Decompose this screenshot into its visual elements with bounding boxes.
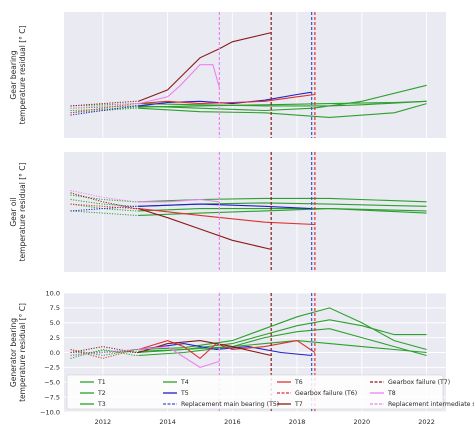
panel-1: Gear bearingtemperature residual [° C] <box>9 12 446 138</box>
y-tick-label: −7.5 <box>44 393 60 401</box>
legend-label: Gearbox failure (T6) <box>295 390 357 397</box>
series-t4-history <box>70 106 139 111</box>
series-t2 <box>138 84 427 112</box>
series-t1-history <box>70 350 139 356</box>
series-t8-history <box>70 103 139 109</box>
series-t5-history <box>70 105 139 116</box>
y-tick-label: 5.0 <box>50 319 60 327</box>
series-t1 <box>138 100 427 107</box>
x-tick-label: 2016 <box>224 418 241 426</box>
legend-label: Replacement main bearing (T5) <box>181 401 279 408</box>
x-tick-label: 2012 <box>95 418 112 426</box>
y-tick-label: −2.5 <box>44 364 60 372</box>
y-tick-label: −10.0 <box>40 408 60 416</box>
legend-label: T4 <box>180 379 189 386</box>
legend-label: T1 <box>97 379 106 386</box>
series-t1-history <box>70 103 139 107</box>
series-t2-history <box>70 199 139 207</box>
y-tick-label: −5.0 <box>44 379 60 387</box>
y-tick-label: 2.5 <box>50 334 60 342</box>
series-t7 <box>138 340 272 357</box>
series-t7-history <box>70 192 139 210</box>
series-t1 <box>138 319 427 354</box>
series-t8 <box>138 346 220 369</box>
y-axis-label: Generator bearingtemperature residual [°… <box>9 303 27 402</box>
series-t6 <box>138 208 315 226</box>
series-t4-history <box>70 350 139 353</box>
y-axis-label: Gear oiltemperature residual [° C] <box>9 163 27 262</box>
series-t6-history <box>70 103 139 114</box>
series-t8-history <box>70 190 139 203</box>
legend-label: T7 <box>294 401 303 408</box>
series-t1 <box>138 197 427 203</box>
panel-2: Gear oiltemperature residual [° C] <box>9 152 446 272</box>
series-t3 <box>138 103 427 118</box>
plot-area <box>64 152 446 272</box>
series-t3-history <box>70 107 139 114</box>
legend-label: T3 <box>97 401 106 408</box>
plot-area <box>64 12 446 138</box>
x-tick-label: 2022 <box>418 418 435 426</box>
series-t3 <box>138 208 427 212</box>
series-t7-history <box>70 100 139 107</box>
legend-label: T6 <box>294 379 303 386</box>
series-t3 <box>138 328 427 357</box>
series-t6-history <box>70 203 139 210</box>
y-tick-label: 10.0 <box>46 289 60 297</box>
y-tick-label: 0.0 <box>50 349 60 357</box>
legend: T1 T2 T3 T4 T5 Replacement main bearing (T5) T… <box>66 374 474 410</box>
series-t5 <box>138 91 312 107</box>
series-t6 <box>138 93 315 105</box>
series-t5 <box>138 203 312 210</box>
x-tick-label: 2020 <box>354 418 371 426</box>
series-t5-history <box>70 205 139 212</box>
series-t2 <box>138 307 427 351</box>
legend-label: Replacement intermediate shaft (T8) <box>388 401 474 408</box>
legend-label: T2 <box>97 390 106 397</box>
series-t2-history <box>70 105 139 109</box>
y-axis-label: Gear bearingtemperature residual [° C] <box>9 26 27 125</box>
series-t4 <box>138 100 427 108</box>
legend-label: T8 <box>387 390 396 397</box>
series-t8-history <box>70 349 139 356</box>
legend-label: Gearbox failure (T7) <box>388 379 450 386</box>
y-tick-label: 7.5 <box>50 304 60 312</box>
series-t5 <box>138 343 312 357</box>
x-tick-label: 2018 <box>289 418 306 426</box>
series-t7 <box>138 208 272 250</box>
series-t4-history <box>70 210 139 216</box>
series-t8 <box>138 198 220 203</box>
series-t8 <box>138 64 220 105</box>
x-tick-label: 2014 <box>159 418 176 426</box>
legend-label: T5 <box>180 390 189 397</box>
series-t4 <box>138 208 427 216</box>
series-t3-history <box>70 203 139 212</box>
series-t7 <box>138 32 272 102</box>
series-t7-history <box>70 346 139 353</box>
